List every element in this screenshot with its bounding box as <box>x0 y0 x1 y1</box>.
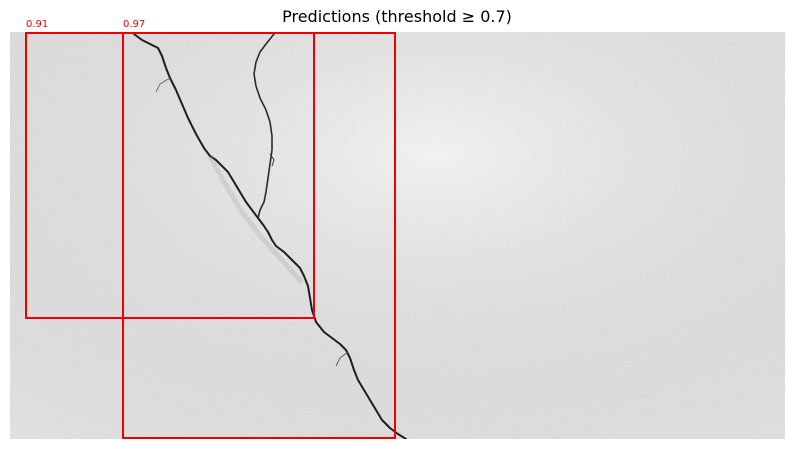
crack-hairline-3 <box>155 77 171 93</box>
detection-score-label: 0.91 <box>26 19 49 30</box>
crack-shadow <box>207 154 304 284</box>
plot-title: Predictions (threshold ≥ 0.7) <box>282 7 512 26</box>
surface-shading <box>10 32 785 439</box>
crack-hairline-2 <box>335 351 349 367</box>
detection-box-2 <box>122 32 396 439</box>
prediction-image <box>10 32 785 439</box>
detection-score-label: 0.97 <box>123 19 146 30</box>
crack-branch <box>253 33 275 219</box>
crack-hairline-1 <box>269 153 275 167</box>
image-canvas <box>10 32 785 439</box>
crack-main <box>133 33 407 439</box>
